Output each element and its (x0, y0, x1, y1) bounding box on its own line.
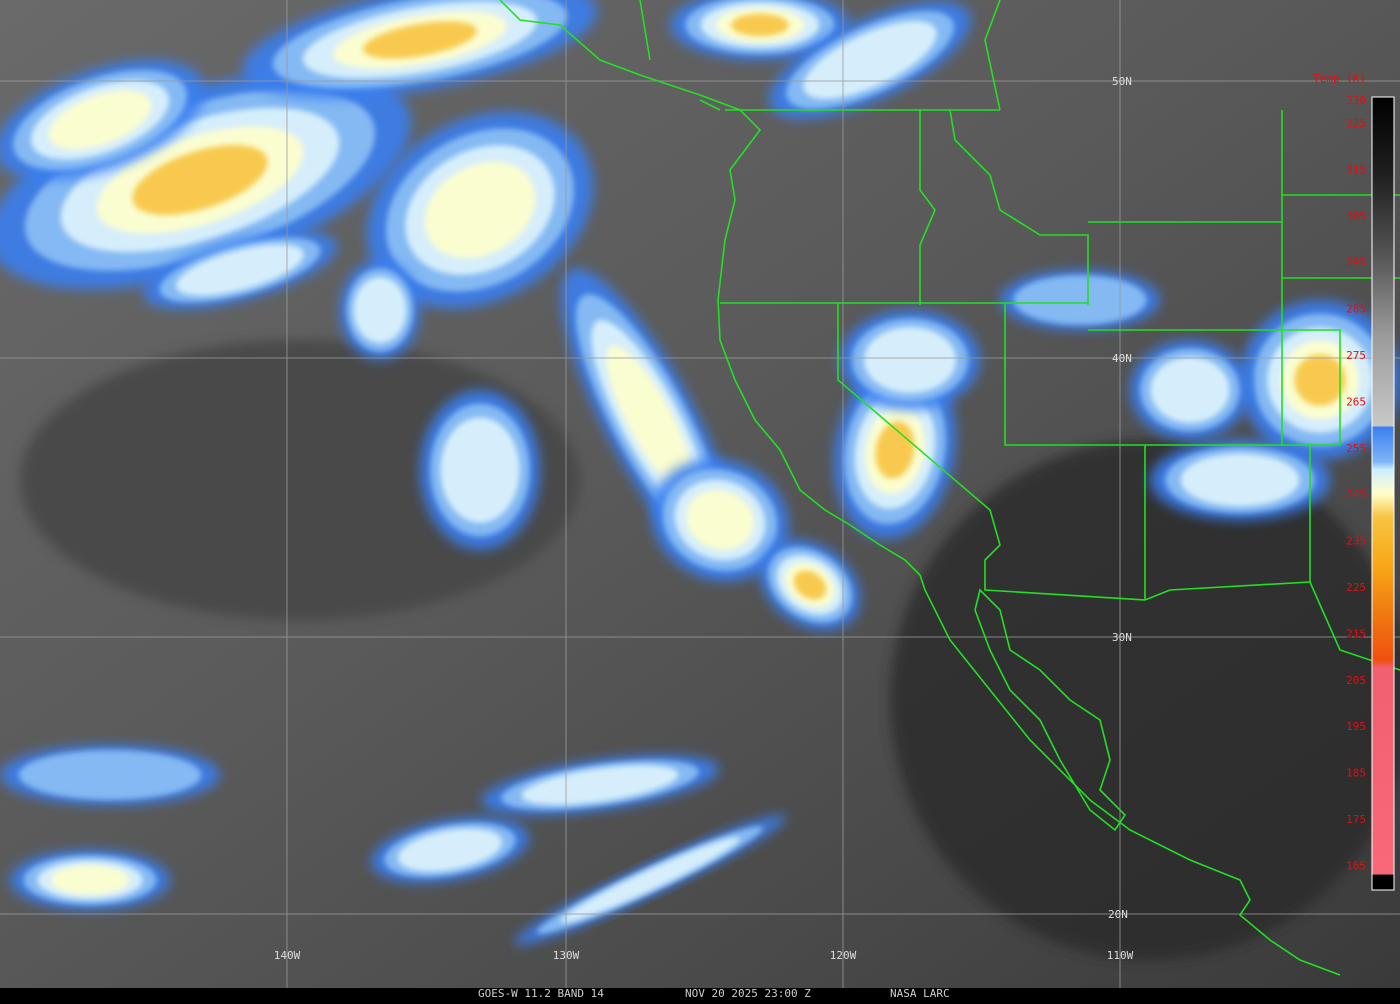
legend-tick-label: 330 (1346, 94, 1366, 107)
cloud (863, 327, 957, 393)
legend-tick-label: 165 (1346, 859, 1366, 872)
meridian (286, 0, 1121, 988)
legend-tick-label: 295 (1346, 256, 1366, 269)
baja-coast (974, 588, 1127, 832)
longitude-label: 140W (274, 949, 301, 962)
cloud (424, 161, 536, 259)
footer-satellite: GOES-W 11.2 BAND 14 (478, 987, 604, 1000)
cloud (50, 865, 130, 895)
cloud (793, 570, 827, 600)
cloud (176, 244, 304, 296)
legend-tick-label: 205 (1346, 674, 1366, 687)
dark-region (890, 440, 1400, 960)
legend-tick-label: 185 (1346, 767, 1366, 780)
cloud (606, 345, 694, 495)
footer-time: NOV 20 2025 23:00 Z (685, 987, 811, 1000)
legend-tick-label: 255 (1346, 442, 1366, 455)
cloud (803, 21, 937, 99)
borders-north (639, 0, 1001, 111)
legend-tick-label: 285 (1346, 303, 1366, 316)
legend-tick-label: 325 (1346, 117, 1366, 130)
longitude-label: 130W (553, 949, 580, 962)
legend-tick-label: 195 (1346, 720, 1366, 733)
cloud (397, 828, 503, 872)
cloud (875, 421, 915, 479)
cloud (1294, 354, 1346, 406)
parallel (0, 80, 1400, 915)
state-borders (699, 99, 1400, 671)
cloud (1013, 275, 1147, 325)
legend-tick-label: 265 (1346, 395, 1366, 408)
longitude-label: 120W (830, 949, 857, 962)
cloud (48, 90, 152, 150)
legend-tick-label: 235 (1346, 535, 1366, 548)
color-bar (1371, 96, 1395, 891)
cloud-layer (0, 0, 1400, 945)
longitude-label: 110W (1107, 949, 1134, 962)
cloud (132, 145, 268, 215)
cloud (1150, 357, 1230, 423)
borders (499, 0, 1400, 976)
coastline (499, 0, 1341, 976)
cloud (363, 21, 477, 59)
cloud (560, 837, 740, 923)
legend-tick-label: 215 (1346, 627, 1366, 640)
latitude-label: 30N (1112, 631, 1132, 644)
legend-tick-label: 175 (1346, 813, 1366, 826)
color-legend: Temp (K) 330 325 315 305 295 285 275 265 255 245 2… (1313, 72, 1395, 891)
cloud (440, 417, 520, 523)
cloud (353, 277, 407, 343)
cloud (18, 750, 202, 800)
legend-title: Temp (K) (1313, 72, 1366, 85)
cloud (686, 489, 754, 551)
latitude-label: 40N (1112, 352, 1132, 365)
footer-bar (0, 988, 1400, 1000)
dark-region (20, 340, 580, 620)
legend-tick-label: 305 (1346, 210, 1366, 223)
latitude-label: 20N (1108, 908, 1128, 921)
cloud (731, 13, 789, 37)
legend-tick-label: 275 (1346, 349, 1366, 362)
latitude-label: 50N (1112, 75, 1132, 88)
cloud (1180, 453, 1300, 507)
legend-tick-label: 245 (1346, 488, 1366, 501)
footer-source: NASA LARC (890, 987, 950, 1000)
cloud (521, 765, 679, 805)
legend-tick-label: 315 (1346, 163, 1366, 176)
graticule-labels: 50N 40N 30N 20N 140W 130W 120W 110W (274, 75, 1134, 962)
legend-tick-label: 225 (1346, 581, 1366, 594)
